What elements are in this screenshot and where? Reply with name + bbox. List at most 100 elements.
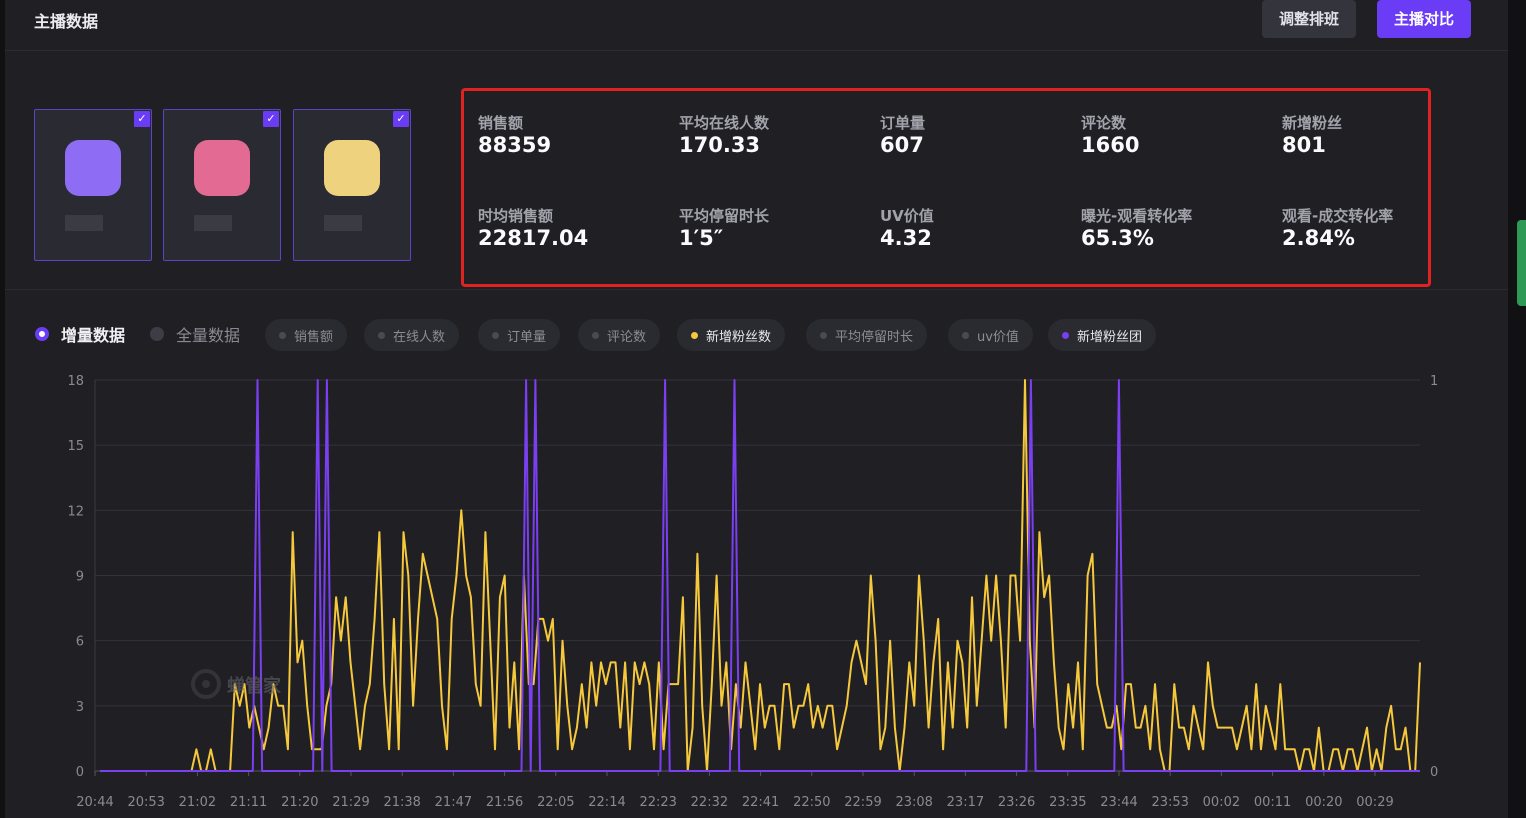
y-tick-label: 9	[76, 570, 84, 585]
stats-summary: 销售额 88359 平均在线人数 170.33 订单量 607 评论数 1660…	[461, 88, 1431, 287]
stat-label: 时均销售额	[478, 207, 554, 225]
legend-dot-icon	[279, 331, 286, 339]
checkbox-checked-icon[interactable]: ✓	[263, 111, 279, 127]
checkbox-checked-icon[interactable]: ✓	[393, 111, 409, 127]
stat-exposure-view-rate: 曝光-观看转化率 65.3%	[1081, 205, 1192, 250]
y-right-tick-label: 0	[1430, 765, 1438, 780]
x-tick-label: 23:26	[998, 795, 1035, 810]
metric-chip-orders[interactable]: 订单量	[478, 319, 561, 351]
x-tick-label: 21:29	[332, 795, 369, 810]
legend-dot-icon	[962, 331, 969, 339]
stat-uv-value: UV价值 4.32	[880, 205, 934, 250]
stat-label: 评论数	[1081, 114, 1127, 132]
x-tick-label: 21:56	[486, 795, 523, 810]
stat-label: 新增粉丝	[1282, 114, 1343, 132]
stat-value: 2.84%	[1282, 226, 1355, 250]
legend-dot-icon	[1062, 331, 1069, 339]
stat-view-deal-rate: 观看-成交转化率 2.84%	[1282, 205, 1393, 250]
page-title: 主播数据	[34, 12, 99, 31]
y-tick-label: 0	[76, 765, 84, 780]
x-tick-label: 22:05	[537, 795, 574, 810]
x-tick-label: 23:53	[1151, 795, 1188, 810]
metric-chip-new-fans[interactable]: 新增粉丝数	[677, 319, 786, 351]
stat-new-fans: 新增粉丝 801	[1282, 112, 1342, 157]
stat-label: 订单量	[880, 114, 926, 132]
radio-incremental[interactable]: 增量数据	[35, 322, 125, 346]
side-scroll-tab[interactable]	[1517, 220, 1526, 306]
series-line-new-fans	[100, 379, 1421, 772]
stat-value: 170.33	[679, 133, 761, 157]
legend-dot-icon	[592, 331, 599, 339]
stat-avg-stay: 平均停留时长 1′5″	[679, 205, 769, 250]
x-tick-label: 21:02	[179, 795, 216, 810]
avatar	[65, 140, 121, 196]
y-tick-label: 3	[76, 700, 84, 715]
stat-hourly-sales: 时均销售额 22817.04	[478, 205, 588, 250]
chip-label: 新增粉丝数	[706, 329, 772, 345]
metric-chip-uv-value[interactable]: uv价值	[948, 319, 1033, 351]
chip-label: 评论数	[607, 329, 647, 345]
metric-chip-new-fan-club[interactable]: 新增粉丝团	[1048, 319, 1157, 351]
x-tick-label: 21:20	[281, 795, 318, 810]
avatar	[194, 140, 250, 196]
stat-value: 1660	[1081, 133, 1140, 157]
anchor-card-1[interactable]: ✓	[34, 109, 152, 261]
x-tick-label: 20:44	[76, 795, 113, 810]
stat-value: 88359	[478, 133, 552, 157]
legend-dot-icon	[378, 331, 385, 339]
radio-full[interactable]: 全量数据	[150, 322, 240, 346]
stat-label: 销售额	[478, 114, 524, 132]
stat-label: 观看-成交转化率	[1282, 207, 1394, 225]
stat-label: 曝光-观看转化率	[1081, 207, 1193, 225]
y-right-tick-label: 1	[1430, 374, 1438, 389]
anchor-compare-button[interactable]: 主播对比	[1377, 0, 1472, 38]
metric-chip-avg-stay[interactable]: 平均停留时长	[806, 319, 928, 351]
radio-selected-icon[interactable]	[35, 327, 49, 341]
x-tick-label: 22:41	[742, 795, 779, 810]
checkbox-checked-icon[interactable]: ✓	[134, 111, 150, 127]
x-tick-label: 00:11	[1254, 795, 1291, 810]
stat-sales: 销售额 88359	[478, 112, 551, 157]
anchor-card-3[interactable]: ✓	[293, 109, 411, 261]
x-tick-label: 21:47	[435, 795, 472, 810]
chip-label: uv价值	[977, 329, 1019, 345]
chip-label: 新增粉丝团	[1077, 329, 1143, 345]
metric-chip-comments[interactable]: 评论数	[578, 319, 661, 351]
stat-value: 801	[1282, 133, 1326, 157]
x-tick-label: 20:53	[127, 795, 164, 810]
y-tick-label: 6	[76, 635, 84, 650]
y-tick-label: 12	[67, 504, 84, 519]
stat-value: 4.32	[880, 226, 932, 250]
legend-dot-icon	[820, 331, 827, 339]
stat-value: 65.3%	[1081, 226, 1154, 250]
section-divider	[5, 289, 1508, 290]
anchor-card-2[interactable]: ✓	[163, 109, 281, 261]
stat-value: 1′5″	[679, 226, 724, 250]
anchor-name-blurred	[65, 215, 103, 231]
x-tick-label: 00:02	[1203, 795, 1240, 810]
stat-label: 平均在线人数	[679, 114, 770, 132]
x-tick-label: 22:32	[691, 795, 728, 810]
metric-chip-sales[interactable]: 销售额	[265, 319, 348, 351]
x-tick-label: 22:14	[588, 795, 625, 810]
chip-label: 在线人数	[393, 329, 446, 345]
x-tick-label: 22:50	[793, 795, 830, 810]
x-tick-label: 00:29	[1356, 795, 1393, 810]
radio-unselected-icon[interactable]	[150, 327, 164, 341]
stat-value: 22817.04	[478, 226, 589, 250]
metric-chip-online[interactable]: 在线人数	[364, 319, 460, 351]
x-tick-label: 23:35	[1049, 795, 1086, 810]
anchor-name-blurred	[194, 215, 232, 231]
y-tick-label: 15	[67, 439, 84, 454]
radio-label: 全量数据	[176, 326, 241, 345]
adjust-schedule-button[interactable]: 调整排班	[1262, 0, 1357, 38]
chip-label: 订单量	[507, 329, 547, 345]
anchor-data-panel: 主播数据 调整排班 主播对比 ✓ ✓ ✓ 销售额 88359 平均在线人数 17…	[5, 0, 1508, 818]
stat-avg-online: 平均在线人数 170.33	[679, 112, 769, 157]
x-tick-label: 00:20	[1305, 795, 1342, 810]
x-tick-label: 23:17	[947, 795, 984, 810]
panel-header: 主播数据 调整排班 主播对比	[5, 0, 1508, 51]
legend-dot-icon	[691, 331, 698, 339]
x-tick-label: 21:11	[230, 795, 267, 810]
chip-label: 平均停留时长	[835, 329, 914, 345]
